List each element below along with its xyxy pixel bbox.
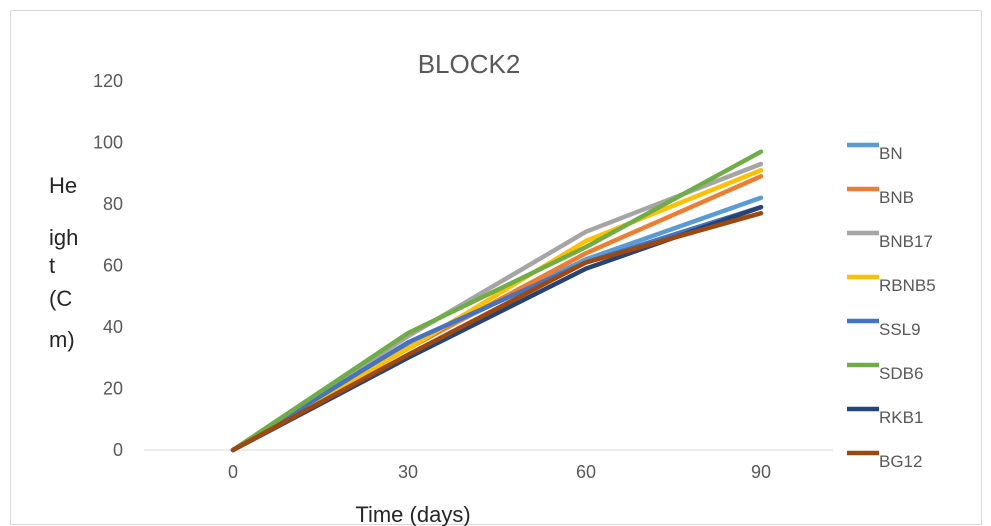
legend-label-sdb6: SDB6 bbox=[879, 364, 923, 383]
y-tick-label: 20 bbox=[103, 379, 123, 399]
y-axis-label-line: m) bbox=[49, 327, 75, 352]
legend-label-ssl9: SSL9 bbox=[879, 320, 921, 339]
y-tick-label: 100 bbox=[93, 133, 123, 153]
y-axis-label-line: igh bbox=[49, 225, 78, 250]
series-line-rkb1 bbox=[230, 204, 764, 453]
x-tick-label: 0 bbox=[228, 462, 238, 482]
x-axis-label: Time (days) bbox=[355, 502, 470, 526]
y-tick-label: 80 bbox=[103, 194, 123, 214]
chart-title: BLOCK2 bbox=[418, 49, 521, 79]
line-chart: BLOCK2 Time (days) He igh t (C m) 0 20 40 60 80 1… bbox=[49, 49, 936, 526]
legend-label-rkb1: RKB1 bbox=[879, 408, 923, 427]
legend-label-bn: BN bbox=[879, 144, 903, 163]
y-axis-label: He igh t (C m) bbox=[49, 173, 78, 352]
y-axis-label-line: t bbox=[49, 253, 55, 278]
series-line-sdb6 bbox=[230, 149, 764, 453]
series-line-rbnb5 bbox=[230, 167, 764, 453]
series-line-bg12 bbox=[230, 210, 764, 453]
legend-label-rbnb5: RBNB5 bbox=[879, 276, 936, 295]
legend-label-bnb17: BNB17 bbox=[879, 232, 933, 251]
x-tick-label: 90 bbox=[751, 462, 771, 482]
legend-label-bg12: BG12 bbox=[879, 452, 922, 471]
y-axis-label-line: He bbox=[49, 173, 77, 198]
legend-label-bnb: BNB bbox=[879, 188, 914, 207]
y-tick-label: 40 bbox=[103, 317, 123, 337]
chart-frame: BLOCK2 Time (days) He igh t (C m) 0 20 40 60 80 1… bbox=[10, 10, 982, 526]
series-line-ssl9 bbox=[230, 204, 764, 453]
y-axis-label-line: (C bbox=[49, 286, 72, 311]
y-tick-label: 60 bbox=[103, 256, 123, 276]
y-tick-label: 0 bbox=[113, 440, 123, 460]
x-tick-label: 30 bbox=[398, 462, 418, 482]
y-tick-label: 120 bbox=[93, 71, 123, 91]
x-tick-label: 60 bbox=[576, 462, 596, 482]
